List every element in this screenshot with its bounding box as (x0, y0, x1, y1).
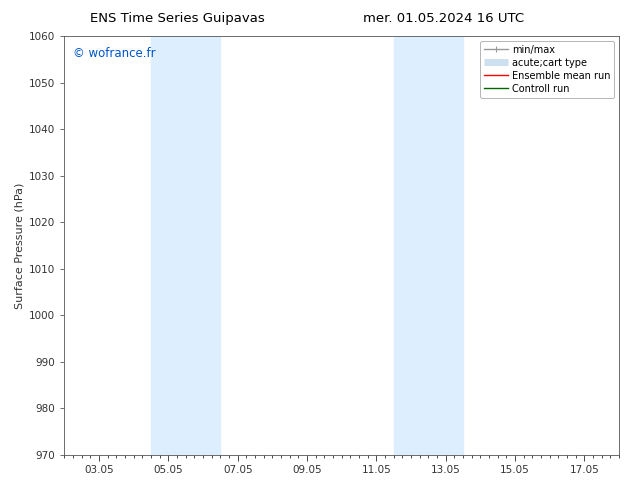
Text: © wofrance.fr: © wofrance.fr (73, 47, 155, 60)
Text: mer. 01.05.2024 16 UTC: mer. 01.05.2024 16 UTC (363, 12, 524, 25)
Text: ENS Time Series Guipavas: ENS Time Series Guipavas (90, 12, 265, 25)
Y-axis label: Surface Pressure (hPa): Surface Pressure (hPa) (15, 182, 25, 309)
Legend: min/max, acute;cart type, Ensemble mean run, Controll run: min/max, acute;cart type, Ensemble mean … (480, 41, 614, 98)
Bar (394, 36, 463, 455)
Bar (151, 36, 221, 455)
